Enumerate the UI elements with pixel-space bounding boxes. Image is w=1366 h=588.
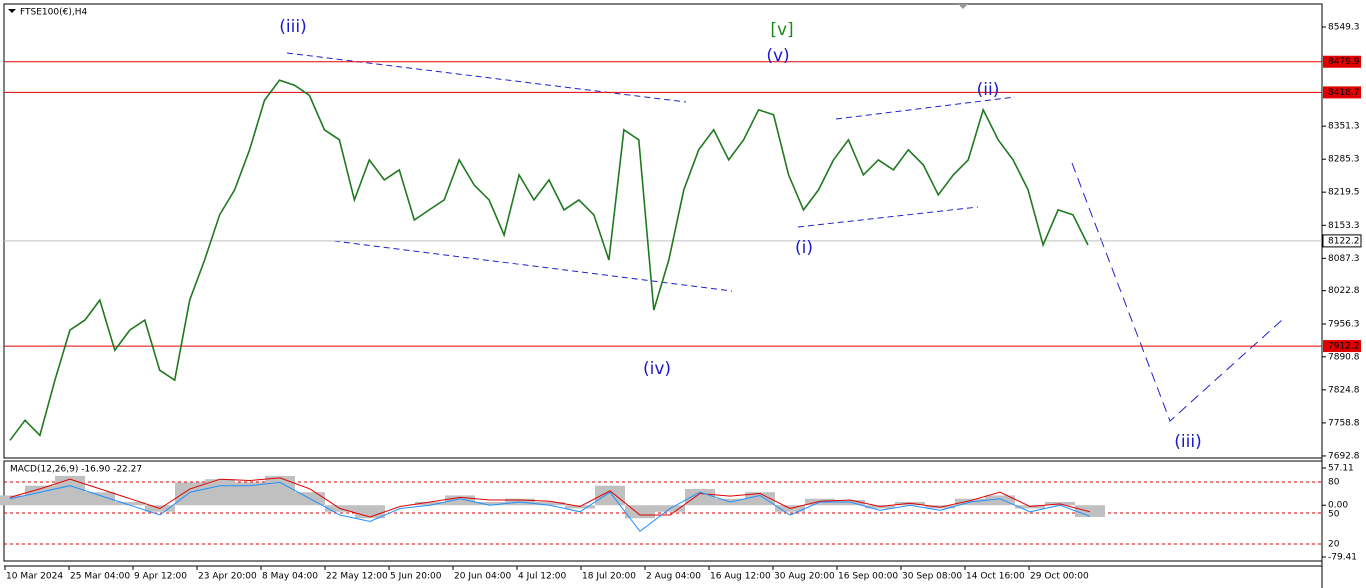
level-tag bbox=[1323, 55, 1361, 68]
macd-line bbox=[9, 481, 1091, 532]
y-tick-label: 7692.8 bbox=[1328, 451, 1360, 461]
wave-label: (iii) bbox=[1174, 432, 1201, 452]
x-tick-label: 16 Sep 00:00 bbox=[838, 572, 898, 582]
x-tick-label: 29 Oct 00:00 bbox=[1030, 572, 1089, 582]
macd-histogram-bar bbox=[595, 485, 625, 506]
x-tick-label: 22 May 12:00 bbox=[326, 572, 388, 582]
y-tick-label: 7758.8 bbox=[1328, 418, 1360, 428]
macd-histogram-bar bbox=[475, 501, 505, 506]
macd-histogram-bar bbox=[445, 495, 475, 506]
level-tag bbox=[1323, 340, 1361, 353]
macd-line bbox=[9, 477, 1091, 518]
chart-title: FTSE100(€),H4 bbox=[20, 8, 87, 18]
level-tag bbox=[1323, 86, 1361, 99]
y-tick-label: 7956.3 bbox=[1328, 319, 1360, 329]
x-tick-label: 18 Jul 20:00 bbox=[582, 572, 636, 582]
macd-histogram-bar bbox=[235, 482, 265, 506]
wave-label: (iv) bbox=[643, 359, 671, 379]
level-label: 7912.2 bbox=[1328, 342, 1360, 352]
level-label: 80 bbox=[1328, 478, 1340, 488]
current-price-tag bbox=[1322, 234, 1362, 248]
macd-histogram-bar bbox=[415, 501, 445, 506]
level-label: 8479.9 bbox=[1328, 57, 1360, 67]
macd-histogram-bar bbox=[85, 492, 115, 506]
x-tick-label: 20 Jun 04:00 bbox=[454, 572, 511, 582]
x-tick-label: 14 Oct 16:00 bbox=[966, 572, 1025, 582]
y-tick-label: 7824.8 bbox=[1328, 385, 1360, 395]
macd-histogram-bar bbox=[355, 505, 385, 519]
wave-label: (v) bbox=[766, 46, 789, 66]
macd-histogram-bar bbox=[55, 475, 85, 506]
x-tick-label: 10 Mar 2024 bbox=[6, 572, 63, 582]
x-tick-label: 9 Apr 12:00 bbox=[134, 572, 187, 582]
level-label: 8418.7 bbox=[1328, 88, 1360, 98]
macd-histogram-bar bbox=[175, 482, 205, 506]
y-tick-label: 7890.8 bbox=[1328, 352, 1360, 362]
macd-histogram-bar bbox=[985, 495, 1015, 506]
macd-histogram-bar bbox=[115, 501, 145, 506]
macd-title: MACD(12,26,9) -16.90 -22.27 bbox=[10, 465, 142, 475]
y-tick-label: 57.11 bbox=[1328, 464, 1354, 474]
level-label: 50 bbox=[1328, 510, 1340, 520]
wave-label: (iii) bbox=[279, 17, 306, 37]
trendlines bbox=[286, 52, 1283, 422]
wave-label: [v] bbox=[770, 20, 793, 40]
y-tick-label: 8087.3 bbox=[1328, 254, 1360, 264]
y-tick-label: 8285.3 bbox=[1328, 155, 1360, 165]
x-tick-label: 25 Mar 04:00 bbox=[70, 572, 130, 582]
main-pane bbox=[3, 3, 1323, 459]
x-tick-label: 23 Apr 20:00 bbox=[198, 572, 257, 582]
x-tick-label: 30 Sep 08:00 bbox=[902, 572, 962, 582]
y-tick-label: 8219.5 bbox=[1328, 188, 1360, 198]
x-tick-label: 16 Aug 12:00 bbox=[710, 572, 771, 582]
macd-histogram-bar bbox=[265, 475, 295, 506]
y-tick-label: 8351.3 bbox=[1328, 122, 1360, 132]
macd-histogram-bar bbox=[685, 488, 715, 506]
macd-histogram-bar bbox=[0, 495, 25, 506]
y-tick-label: 8153.3 bbox=[1328, 221, 1360, 231]
macd-histogram-bar bbox=[1075, 505, 1105, 517]
y-tick-label: 8549.3 bbox=[1328, 22, 1360, 32]
shift-marker bbox=[958, 4, 968, 9]
macd-histogram-bar bbox=[205, 479, 235, 506]
x-tick-label: 30 Aug 20:00 bbox=[774, 572, 835, 582]
y-tick-label: 0.00 bbox=[1328, 501, 1348, 511]
macd-histogram-bar bbox=[535, 501, 565, 506]
x-tick-label: 8 May 04:00 bbox=[262, 572, 318, 582]
menu-arrow bbox=[8, 9, 16, 13]
macd-histogram-bar bbox=[745, 492, 775, 506]
x-tick-label: 2 Aug 04:00 bbox=[646, 572, 701, 582]
x-tick-label: 5 Jun 20:00 bbox=[390, 572, 442, 582]
macd-histogram-bar bbox=[835, 500, 865, 506]
level-label: 20 bbox=[1328, 540, 1340, 550]
x-tick-label: 4 Jul 12:00 bbox=[518, 572, 567, 582]
wave-label: (i) bbox=[795, 238, 813, 258]
y-tick-label: 8022.8 bbox=[1328, 286, 1360, 296]
price-line bbox=[9, 79, 1089, 441]
current-price-label: 8122.2 bbox=[1328, 236, 1360, 246]
wave-label: (ii) bbox=[977, 80, 1000, 100]
y-tick-label: -79.41 bbox=[1328, 553, 1357, 563]
